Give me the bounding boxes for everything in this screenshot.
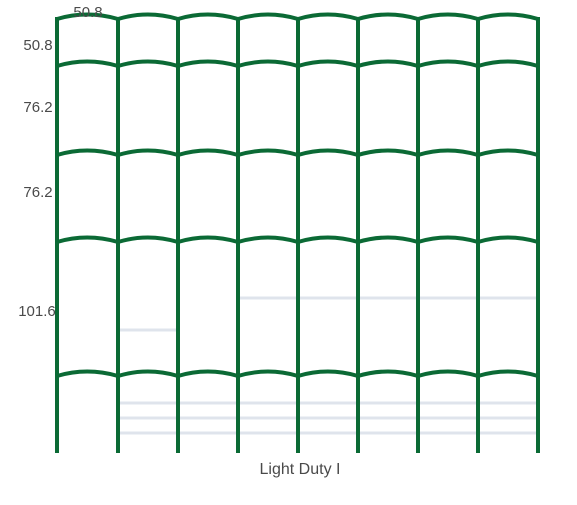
horizontal-wire	[56, 148, 539, 158]
horizontal-wire	[56, 12, 539, 22]
wire-mesh	[55, 12, 540, 453]
horizontal-wire	[56, 369, 539, 379]
horizontal-wire	[56, 235, 539, 245]
side-dimension: 101.6	[18, 303, 56, 320]
side-dimension: 76.2	[23, 184, 52, 201]
horizontal-wire	[56, 59, 539, 69]
side-dimension: 50.8	[23, 37, 52, 54]
side-dimension: 76.2	[23, 99, 52, 116]
caption: Light Duty I	[260, 461, 341, 478]
top-dimension: 50.8	[73, 4, 102, 21]
